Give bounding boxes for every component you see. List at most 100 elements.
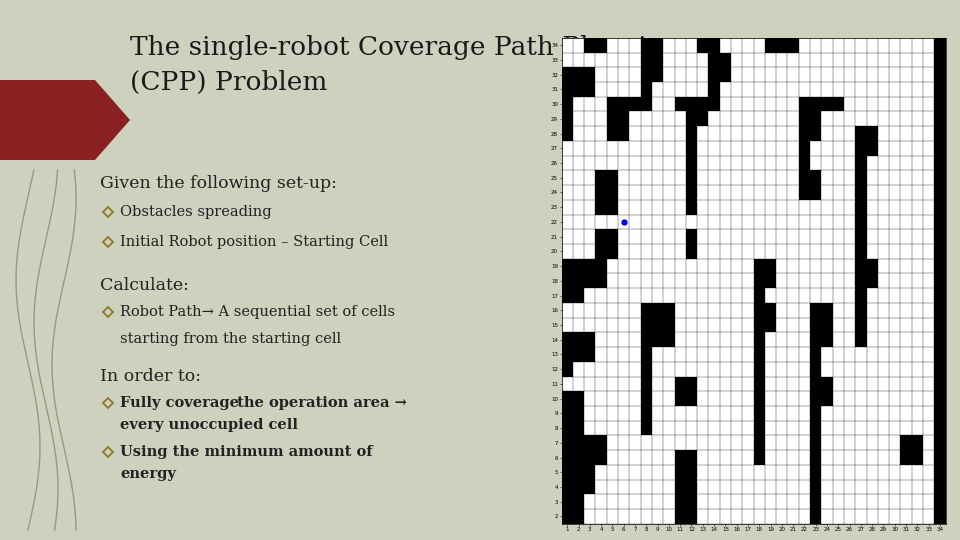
Bar (855, 141, 867, 156)
Bar (585, 273, 595, 288)
Bar (573, 406, 585, 421)
Bar (765, 303, 777, 318)
Bar (867, 273, 877, 288)
Bar (640, 68, 652, 82)
Bar (585, 82, 595, 97)
Bar (685, 494, 697, 509)
Bar (562, 435, 573, 450)
Bar (685, 97, 697, 111)
Bar (810, 465, 822, 480)
Bar (607, 200, 618, 214)
Bar (799, 156, 810, 170)
Bar (822, 376, 832, 392)
Bar (934, 185, 946, 200)
Bar (562, 392, 573, 406)
Bar (685, 170, 697, 185)
Bar (618, 97, 630, 111)
Bar (765, 318, 777, 332)
Bar (754, 259, 765, 273)
Bar (640, 97, 652, 111)
Bar (934, 480, 946, 494)
Bar (652, 38, 663, 52)
Bar (822, 392, 832, 406)
Bar (595, 185, 607, 200)
Bar (685, 244, 697, 259)
Bar (640, 392, 652, 406)
Bar (855, 200, 867, 214)
Bar (855, 214, 867, 230)
Bar (934, 494, 946, 509)
Bar (585, 465, 595, 480)
Bar (652, 303, 663, 318)
Bar (607, 126, 618, 141)
Bar (754, 376, 765, 392)
Bar (573, 435, 585, 450)
Bar (595, 259, 607, 273)
Bar (934, 509, 946, 524)
Bar (934, 141, 946, 156)
Bar (708, 68, 720, 82)
Bar (855, 303, 867, 318)
Bar (607, 97, 618, 111)
Bar (640, 406, 652, 421)
Bar (585, 38, 595, 52)
Bar (685, 509, 697, 524)
Bar (640, 376, 652, 392)
Bar (652, 68, 663, 82)
Bar (685, 126, 697, 141)
Bar (912, 435, 923, 450)
Bar (810, 318, 822, 332)
Bar (697, 97, 708, 111)
Bar (675, 392, 685, 406)
Bar (799, 97, 810, 111)
Bar (855, 318, 867, 332)
Bar (640, 421, 652, 435)
Bar (562, 126, 573, 141)
Bar (754, 303, 765, 318)
Bar (562, 465, 573, 480)
Bar (585, 68, 595, 82)
Bar (595, 200, 607, 214)
Bar (640, 303, 652, 318)
Bar (573, 273, 585, 288)
Bar (562, 494, 573, 509)
Bar (754, 406, 765, 421)
Bar (708, 52, 720, 68)
Bar (675, 509, 685, 524)
Bar (640, 318, 652, 332)
Bar (900, 450, 912, 465)
Bar (855, 230, 867, 244)
Bar (867, 126, 877, 141)
Bar (934, 376, 946, 392)
Bar (595, 435, 607, 450)
Bar (799, 126, 810, 141)
Bar (934, 332, 946, 347)
Text: In order to:: In order to: (100, 368, 201, 385)
Bar (630, 97, 640, 111)
Bar (562, 82, 573, 97)
Bar (663, 332, 675, 347)
Bar (720, 52, 731, 68)
Text: the operation area →: the operation area → (232, 396, 407, 410)
Bar (810, 111, 822, 126)
Bar (934, 97, 946, 111)
Bar (685, 141, 697, 156)
Text: Initial Robot position – Starting Cell: Initial Robot position – Starting Cell (120, 235, 388, 249)
Bar (765, 273, 777, 288)
Bar (810, 480, 822, 494)
Bar (607, 170, 618, 185)
Bar (663, 318, 675, 332)
Bar (934, 421, 946, 435)
Bar (867, 259, 877, 273)
Bar (607, 185, 618, 200)
Bar (585, 332, 595, 347)
Bar (777, 38, 787, 52)
Bar (787, 38, 799, 52)
Text: The single-robot Coverage Path Planning: The single-robot Coverage Path Planning (130, 35, 681, 60)
Bar (573, 509, 585, 524)
Bar (640, 52, 652, 68)
Bar (810, 170, 822, 185)
Bar (934, 230, 946, 244)
Bar (652, 318, 663, 332)
Bar (810, 421, 822, 435)
